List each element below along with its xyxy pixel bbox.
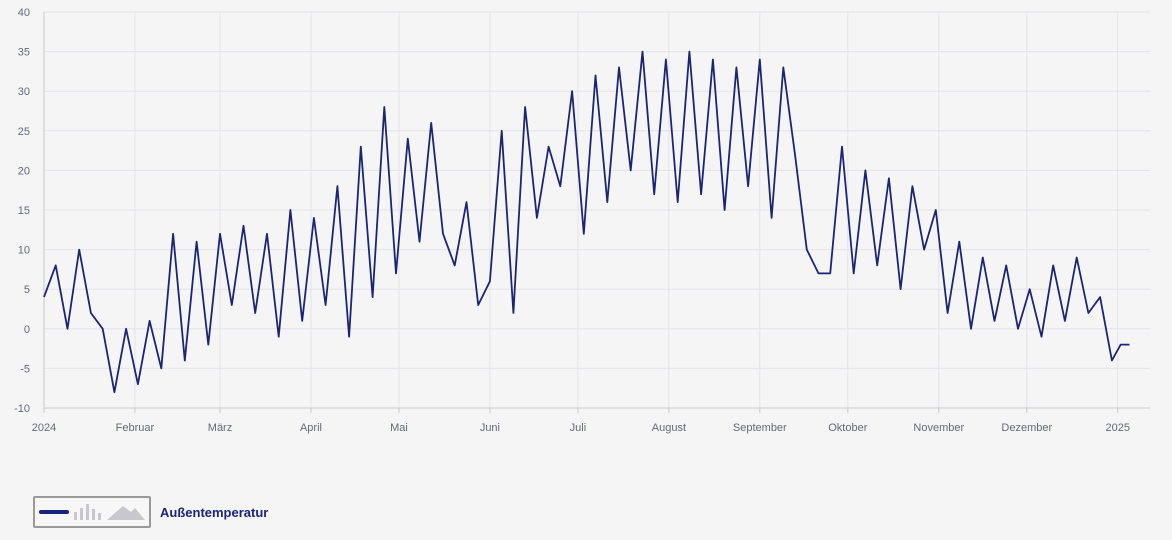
y-tick-label: 35 [18, 47, 30, 59]
bar-icon [74, 504, 101, 520]
y-tick-label: -5 [20, 363, 30, 375]
y-tick-label: -10 [14, 403, 30, 415]
y-axis: -10 -5 0 5 10 15 20 25 30 35 40 [14, 7, 45, 415]
series-line-aussentemperatur [43, 50, 1130, 394]
x-tick-label: August [652, 422, 686, 434]
legend-series-toggle[interactable] [33, 496, 151, 528]
x-tick-label: November [913, 422, 964, 434]
x-tick-label: 2025 [1105, 422, 1129, 434]
legend-icons [39, 504, 145, 520]
y-tick-label: 15 [18, 205, 30, 217]
y-tick-label: 10 [18, 245, 30, 257]
line-icon [39, 510, 69, 514]
x-tick-label: Juli [570, 422, 587, 434]
y-tick-label: 0 [24, 324, 30, 336]
x-tick-label: Juni [480, 422, 500, 434]
x-tick-label: Dezember [1001, 422, 1052, 434]
chart-grid [43, 11, 1150, 409]
x-tick-label: März [208, 422, 232, 434]
x-tick-label: Oktober [828, 422, 867, 434]
x-tick-label: Mai [390, 422, 408, 434]
x-tick-label: September [733, 422, 787, 434]
y-tick-label: 5 [24, 284, 30, 296]
area-icon [107, 506, 145, 520]
y-tick-label: 20 [18, 165, 30, 177]
legend-label: Außentemperatur [160, 504, 269, 520]
y-tick-label: 40 [18, 7, 30, 19]
y-tick-label: 30 [18, 86, 30, 98]
chart-legend: Außentemperatur [33, 496, 268, 528]
x-tick-label: Februar [116, 422, 155, 434]
y-tick-label: 25 [18, 126, 30, 138]
x-axis: 2024 Februar März April Mai Juni Juli August Sep… [32, 407, 1150, 434]
x-tick-label: April [300, 422, 322, 434]
x-tick-label: 2024 [32, 422, 56, 434]
